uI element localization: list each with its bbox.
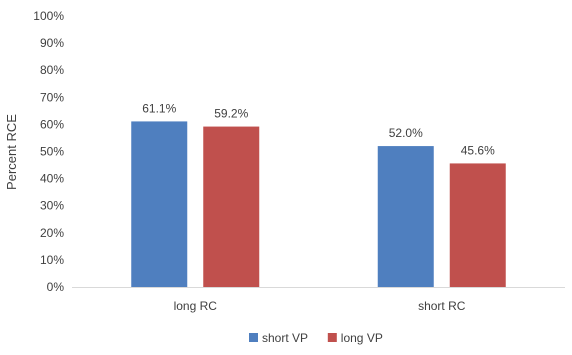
legend-swatch xyxy=(249,333,258,342)
bar-long-vp-long-rc xyxy=(203,126,260,288)
legend-label: long VP xyxy=(341,331,383,345)
bars xyxy=(131,121,506,288)
y-tick-label: 10% xyxy=(40,253,64,267)
y-tick-label: 20% xyxy=(40,226,64,240)
legend-swatch xyxy=(327,333,337,342)
x-tick-label: short RC xyxy=(418,299,466,313)
y-axis-title: Percent RCE xyxy=(4,114,19,190)
bar-short-vp-short-rc xyxy=(377,146,434,287)
data-labels: 61.1% 59.2% 52.0% 45.6% xyxy=(142,101,495,157)
x-axis-ticks: long RC short RC xyxy=(174,299,466,313)
y-tick-label: 30% xyxy=(40,199,64,213)
bar-long-vp-short-rc xyxy=(449,163,506,287)
y-tick-label: 90% xyxy=(40,36,64,50)
legend-label: short VP xyxy=(262,331,308,345)
data-label: 61.1% xyxy=(142,101,176,115)
data-label: 52.0% xyxy=(389,126,423,140)
y-tick-label: 50% xyxy=(40,145,64,159)
x-tick-label: long RC xyxy=(174,299,218,313)
bar-short-vp-long-rc xyxy=(131,121,188,287)
y-tick-label: 80% xyxy=(40,63,64,77)
y-axis-ticks: 0% 10% 20% 30% 40% 50% 60% 70% 80% 90% 100% xyxy=(33,9,64,294)
data-label: 45.6% xyxy=(461,143,495,157)
data-label: 59.2% xyxy=(214,107,248,121)
legend: short VP long VP xyxy=(249,331,383,345)
y-tick-label: 0% xyxy=(47,280,65,294)
y-tick-label: 70% xyxy=(40,90,64,104)
y-tick-label: 60% xyxy=(40,117,64,131)
y-tick-label: 40% xyxy=(40,172,64,186)
y-tick-label: 100% xyxy=(33,9,64,23)
